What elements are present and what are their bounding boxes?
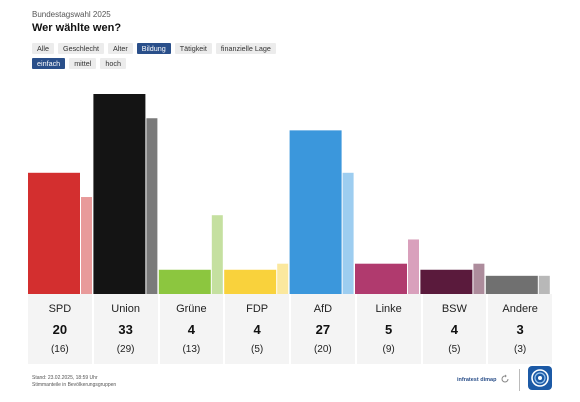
party-label: SPD	[48, 303, 72, 315]
card-linke: Linke 5 (9)	[356, 294, 421, 364]
previous-value: (29)	[116, 344, 135, 355]
chart-title: Wer wählte wen?	[32, 22, 122, 34]
filter-hoch[interactable]: hoch	[100, 58, 126, 69]
previous-value: (5)	[251, 344, 264, 355]
current-value: 5	[385, 322, 393, 337]
bar-current-fdp	[224, 269, 277, 294]
card-gruene: Grüne 4 (13)	[159, 294, 224, 364]
filter-geschlecht[interactable]: Geschlecht	[58, 43, 104, 54]
footer-description: Stimmanteile in Bevölkerungsgruppen	[32, 382, 117, 388]
card-spd: SPD 20 (16)	[28, 294, 92, 364]
party-label: Andere	[502, 303, 538, 315]
current-value: 4	[253, 322, 261, 337]
previous-value: (20)	[313, 344, 332, 355]
current-value: 27	[315, 322, 331, 337]
current-value: 3	[516, 322, 524, 337]
bar-chart	[28, 94, 550, 294]
bar-current-spd	[28, 172, 80, 294]
current-value: 4	[450, 322, 458, 337]
bar-current-linke	[355, 263, 407, 294]
previous-value: (3)	[514, 344, 527, 355]
filter-bildung[interactable]: Bildung	[136, 43, 171, 54]
filter-finanzielle-lage[interactable]: finanzielle Lage	[215, 43, 276, 54]
party-label: FDP	[246, 303, 269, 315]
brand-label: infratest dimap	[457, 377, 497, 383]
bar-previous-grüne	[211, 215, 223, 294]
party-label: AfD	[313, 303, 333, 315]
filter-einfach[interactable]: einfach	[32, 58, 66, 69]
card-bsw: BSW 4 (5)	[422, 294, 487, 364]
kicker: Bundestagswahl 2025	[32, 10, 111, 19]
filter-tabs-secondary: einfach mittel hoch	[32, 58, 126, 69]
bar-previous-linke	[408, 239, 419, 294]
bar-previous-union	[146, 118, 158, 294]
bar-current-union	[93, 94, 146, 294]
previous-value: (13)	[182, 344, 201, 355]
party-label: Linke	[375, 303, 402, 315]
party-label: Union	[111, 303, 140, 315]
party-cards: SPD 20 (16) Union 33 (29) Grüne 4 (13) F…	[28, 294, 552, 364]
bar-current-bsw	[420, 269, 473, 294]
filter-taetigkeit[interactable]: Tätigkeit	[174, 43, 212, 54]
bar-current-grüne	[158, 269, 211, 294]
bar-current-andere	[485, 275, 538, 294]
party-label: BSW	[441, 303, 467, 315]
footer-timestamp: Stand: 23.02.2025, 18:59 Uhr	[32, 375, 98, 381]
footer-notes: Stand: 23.02.2025, 18:59 Uhr Stimmanteil…	[32, 375, 116, 389]
previous-value: (5)	[448, 344, 461, 355]
bar-previous-fdp	[277, 263, 289, 294]
refresh-icon[interactable]	[500, 374, 510, 384]
bar-current-afd	[289, 130, 342, 294]
bar-previous-bsw	[473, 263, 485, 294]
filter-alter[interactable]: Alter	[107, 43, 133, 54]
previous-value: (9)	[382, 344, 395, 355]
filter-mittel[interactable]: mittel	[69, 58, 97, 69]
party-label: Grüne	[176, 303, 207, 315]
card-afd: AfD 27 (20)	[291, 294, 355, 364]
footer-divider	[519, 369, 520, 391]
current-value: 4	[187, 322, 195, 337]
tagesschau-logo	[528, 366, 552, 390]
bar-previous-spd	[81, 197, 92, 294]
current-value: 20	[52, 322, 68, 337]
current-value: 33	[118, 322, 133, 337]
bar-previous-afd	[342, 172, 354, 294]
previous-value: (16)	[50, 344, 69, 355]
card-fdp: FDP 4 (5)	[225, 294, 289, 364]
card-andere: Andere 3 (3)	[488, 294, 552, 364]
bar-previous-andere	[538, 275, 550, 294]
filter-alle[interactable]: Alle	[32, 43, 54, 54]
filter-tabs-primary: Alle Geschlecht Alter Bildung Tätigkeit …	[32, 43, 276, 54]
card-union: Union 33 (29)	[93, 294, 158, 364]
